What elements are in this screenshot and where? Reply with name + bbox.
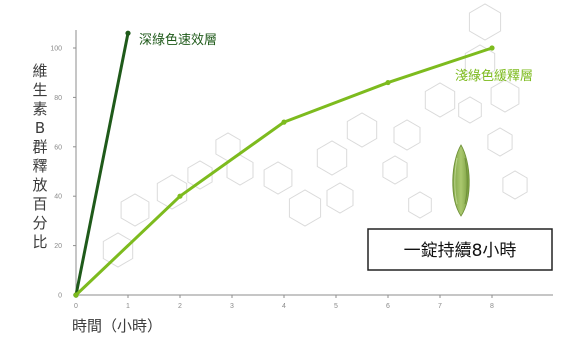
x-tick-label: 5 [334,303,338,310]
x-tick-label: 6 [386,303,390,310]
hexagon-outline [326,182,354,214]
x-tick-label: 8 [490,303,494,310]
y-axis-title-char: 釋 [32,157,47,175]
callout-box: 一錠持續8小時 [367,228,553,271]
hexagon-outline [288,189,322,227]
y-axis-title-char: 維 [32,62,47,80]
hexagon-outline [408,191,432,219]
hexagon-outline [393,119,421,151]
hexagon-outline [490,79,520,113]
x-axis-title: 時間（小時） [72,317,162,335]
y-tick-label: 20 [54,243,62,250]
y-axis-title-char: 生 [32,81,47,99]
hexagon-outline [263,161,293,195]
y-tick-label: 40 [54,194,62,201]
y-axis-title-char: 放 [32,176,47,194]
hexagon-outline [316,140,348,176]
y-axis-title-char: B [35,119,45,137]
y-axis-title-char: 百 [32,195,47,213]
hexagon-outline [156,174,188,210]
series-label-fast: 深綠色速效層 [139,32,217,48]
hexagon-outline [464,44,496,80]
x-tick-label: 2 [178,303,182,310]
series-line-0 [74,31,130,297]
hexagon-outline [487,127,513,157]
series-point-1 [489,45,495,51]
y-axis-title-char: 比 [32,233,47,251]
x-tick-label: 4 [282,303,286,310]
x-tick-label: 3 [230,303,234,310]
hexagon-outline [102,232,134,268]
y-tick-label: 100 [50,46,62,53]
series-point-1 [281,119,287,125]
hexagon-outline [382,155,408,185]
hexagon-outline [424,82,456,118]
y-tick-label: 80 [54,95,62,102]
x-tick-label: 7 [438,303,442,310]
hexagon-outline [346,112,378,148]
hexagon-outline [502,170,528,200]
y-axis-title-char: 分 [32,214,47,232]
y-tick-label: 0 [58,293,62,300]
hexagon-outline [458,96,482,124]
hexagon-outline [468,3,502,41]
tablet-illustration [452,144,470,217]
series [73,30,495,298]
y-tick-label: 60 [54,144,62,151]
series-point-0 [125,30,131,36]
callout-text: 一錠持續8小時 [404,241,517,261]
y-axis-title-char: 群 [32,138,47,156]
tablet-shape [452,144,470,217]
x-tick-label: 0 [74,303,78,310]
x-tick-label: 1 [126,303,130,310]
axes [75,30,553,296]
series-point-1 [73,292,79,298]
y-ticks: 0 20 40 60 80 100 [50,46,76,300]
hexagon-outline [187,160,213,190]
series-point-1 [385,79,391,86]
series-point-1 [177,193,183,199]
callout-frame [367,228,553,271]
hexagon-outline [120,193,150,227]
y-axis-title-char: 素 [32,100,47,118]
x-ticks: 0 1 2 3 4 5 6 7 8 [74,295,494,310]
series-label-slow: 淺綠色緩釋層 [455,68,533,84]
